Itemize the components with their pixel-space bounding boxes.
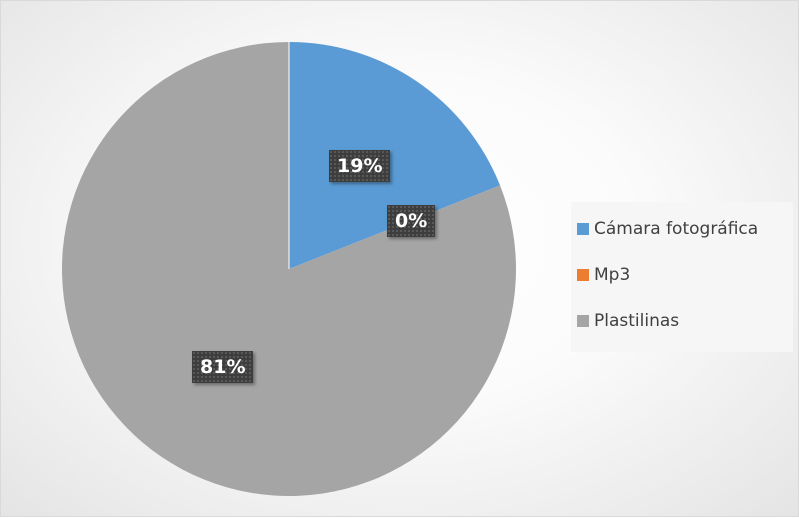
legend-label-camara: Cámara fotográfica bbox=[594, 219, 759, 239]
legend-swatch-plastilinas bbox=[577, 315, 589, 327]
legend: Cámara fotográfica Mp3 Plastilinas bbox=[571, 202, 793, 352]
legend-swatch-camara bbox=[577, 223, 589, 235]
legend-item-camara: Cámara fotográfica bbox=[577, 206, 793, 252]
data-label-plastilinas: 81% bbox=[192, 351, 254, 383]
pie-slice-camara bbox=[289, 42, 501, 269]
data-label-mp3: 0% bbox=[387, 205, 436, 237]
legend-item-plastilinas: Plastilinas bbox=[577, 298, 793, 344]
legend-item-mp3: Mp3 bbox=[577, 252, 793, 298]
data-label-camara: 19% bbox=[329, 150, 391, 182]
legend-label-mp3: Mp3 bbox=[594, 265, 631, 285]
legend-label-plastilinas: Plastilinas bbox=[594, 311, 680, 331]
legend-swatch-mp3 bbox=[577, 269, 589, 281]
